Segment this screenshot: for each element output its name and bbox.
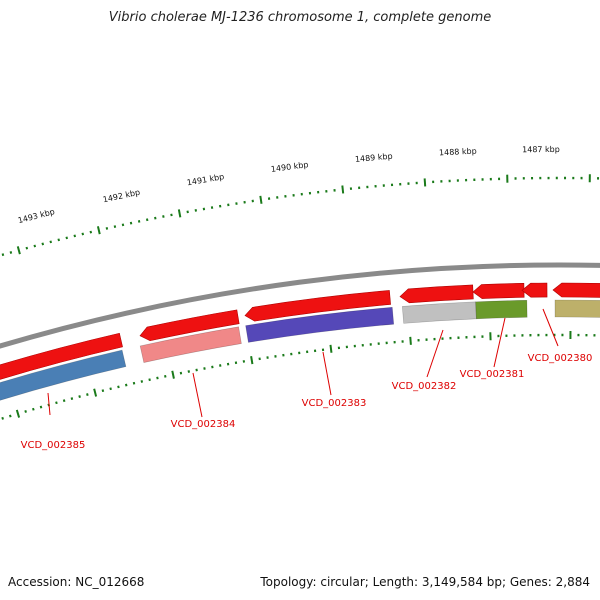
gene-label[interactable]: VCD_002384 bbox=[171, 419, 236, 430]
inner-minor-tick bbox=[70, 397, 74, 401]
gene-label[interactable]: VCD_002383 bbox=[302, 398, 367, 409]
gene-bar[interactable] bbox=[245, 306, 395, 343]
cds-arrow bbox=[139, 309, 240, 342]
minor-tick bbox=[49, 240, 53, 244]
kbp-label: 1488 kbp bbox=[439, 147, 477, 158]
gene-bar[interactable] bbox=[554, 299, 600, 318]
minor-tick bbox=[113, 225, 117, 228]
label-leader bbox=[426, 329, 444, 378]
inner-minor-tick bbox=[55, 401, 58, 405]
inner-minor-tick bbox=[39, 405, 43, 409]
gene-label[interactable]: VCD_002380 bbox=[528, 353, 593, 364]
major-tick bbox=[177, 209, 182, 218]
label-leader bbox=[322, 351, 332, 396]
kbp-label: 1489 kbp bbox=[355, 152, 393, 164]
gene-bar[interactable] bbox=[139, 326, 242, 363]
minor-tick bbox=[81, 232, 85, 236]
minor-tick bbox=[65, 236, 68, 240]
inner-minor-tick bbox=[32, 407, 35, 411]
inner-minor-tick bbox=[1, 416, 4, 420]
chromosome-backbone bbox=[0, 262, 600, 349]
cds-arrow bbox=[552, 282, 600, 298]
gene-labels: VCD_002385 VCD_002384 VCD_002383 VCD_002382… bbox=[21, 308, 593, 451]
kbp-label: 1490 kbp bbox=[270, 160, 309, 174]
inner-major-tick bbox=[409, 336, 412, 345]
major-tick bbox=[96, 226, 101, 235]
cds-arrow bbox=[521, 282, 548, 298]
minor-tick bbox=[41, 242, 45, 246]
major-tick bbox=[16, 246, 21, 255]
gene-track bbox=[0, 299, 600, 406]
minor-tick bbox=[9, 251, 13, 254]
accession-text: Accession: NC_012668 bbox=[8, 575, 145, 589]
label-leader bbox=[542, 308, 559, 347]
inner-minor-tick bbox=[117, 385, 120, 389]
topology-summary: Topology: circular; Length: 3,149,584 bp… bbox=[260, 575, 590, 589]
major-tick bbox=[341, 185, 345, 194]
inner-minor-tick bbox=[24, 410, 27, 413]
gene-label[interactable]: VCD_002382 bbox=[392, 381, 457, 392]
gene-label[interactable]: VCD_002385 bbox=[21, 440, 86, 451]
inner-minor-tick bbox=[101, 389, 105, 393]
inner-minor-tick bbox=[148, 378, 151, 382]
kbp-label: 1493 kbp bbox=[17, 207, 56, 225]
inner-minor-tick bbox=[62, 399, 66, 403]
kbp-label: 1487 kbp bbox=[522, 145, 560, 154]
label-leader bbox=[493, 317, 506, 368]
cds-arrow bbox=[244, 290, 391, 322]
gene-bar[interactable] bbox=[475, 299, 528, 320]
inner-major-tick bbox=[15, 409, 21, 418]
cds-arrow bbox=[472, 283, 525, 299]
inner-minor-tick bbox=[140, 380, 144, 383]
label-leader bbox=[47, 392, 51, 416]
minor-tick bbox=[57, 238, 60, 242]
gene-bar[interactable] bbox=[401, 301, 477, 324]
major-tick bbox=[423, 178, 427, 187]
minor-tick bbox=[73, 234, 77, 238]
minor-tick bbox=[25, 246, 29, 250]
minor-tick bbox=[89, 230, 93, 234]
minor-tick bbox=[121, 223, 125, 227]
map-title: Vibrio cholerae MJ-1236 chromosome 1, co… bbox=[108, 10, 492, 25]
major-tick bbox=[259, 195, 263, 204]
inner-major-tick bbox=[93, 388, 98, 397]
inner-minor-tick bbox=[86, 393, 89, 396]
inner-minor-tick bbox=[8, 414, 12, 418]
label-leader bbox=[192, 372, 203, 418]
inner-major-tick bbox=[171, 370, 175, 379]
kbp-label: 1491 kbp bbox=[186, 172, 225, 187]
gene-label[interactable]: VCD_002381 bbox=[460, 369, 525, 380]
cds-arrow bbox=[0, 332, 123, 380]
cds-arrow bbox=[399, 284, 474, 304]
inner-major-tick bbox=[329, 344, 333, 353]
minor-tick bbox=[1, 253, 5, 257]
minor-tick bbox=[105, 227, 109, 230]
inner-minor-tick bbox=[156, 376, 159, 380]
cds-track bbox=[0, 282, 600, 380]
inner-major-tick bbox=[250, 355, 254, 365]
inner-minor-tick bbox=[78, 395, 81, 398]
inner-minor-tick bbox=[109, 387, 112, 391]
inner-minor-tick bbox=[124, 383, 128, 387]
inner-minor-tick bbox=[132, 381, 136, 385]
minor-tick bbox=[33, 244, 37, 248]
gene-bar[interactable] bbox=[0, 349, 127, 406]
kbp-label: 1492 kbp bbox=[102, 188, 141, 205]
